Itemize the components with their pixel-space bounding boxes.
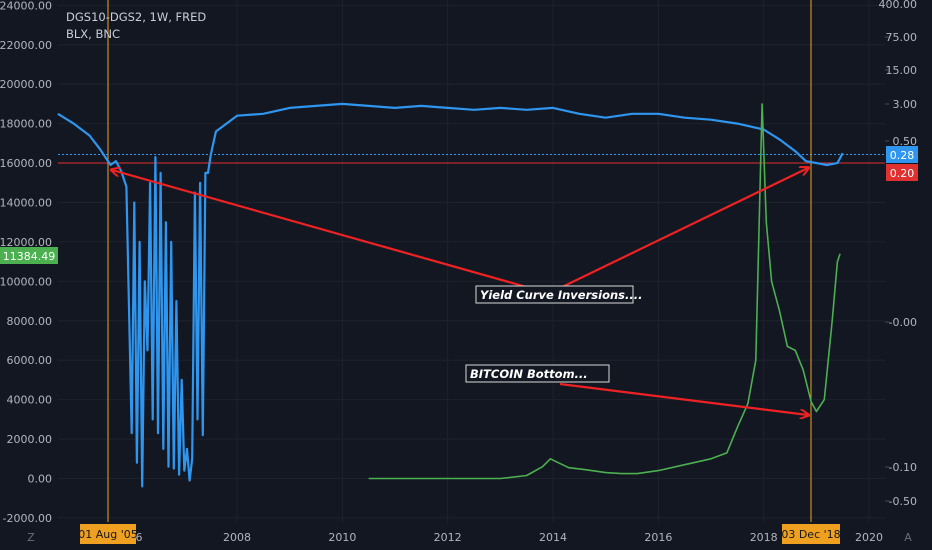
left-axis-tick: 18000.00 — [0, 118, 52, 131]
x-axis-tick: 2012 — [434, 531, 462, 544]
annotation-yield-curve-box — [475, 285, 634, 304]
right-axis-tick: 15.00 — [886, 64, 918, 77]
x-axis-tick: 2018 — [750, 531, 778, 544]
overlay-line: BLX, BNC — [66, 27, 121, 41]
x-axis-tick-partial: 6 — [136, 531, 143, 544]
arrow-annotations — [112, 168, 808, 415]
right-axis-tick: 0.50 — [893, 135, 918, 148]
grid-lines — [58, 0, 885, 522]
btc-price-tag — [0, 247, 58, 264]
annotation-btc-bottom: BITCOIN Bottom... — [470, 367, 588, 381]
text-annotations: Yield Curve Inversions.... BITCOIN Bottom… — [465, 285, 642, 383]
arrow-to-2005-inversion — [112, 170, 531, 290]
left-axis-tick: 10000.00 — [0, 275, 52, 288]
left-axis-tick: 22000.00 — [0, 39, 52, 52]
date-tag-1 — [80, 524, 136, 544]
date-label-2: 03 Dec '18 — [781, 528, 840, 541]
right-axis-tick: 75.00 — [886, 31, 918, 44]
left-axis-tick: 24000.00 — [0, 0, 52, 12]
annotation-btc-bottom-box — [465, 364, 610, 383]
left-axis-tick: 20000.00 — [0, 78, 52, 91]
horizontal-lines — [58, 154, 885, 164]
arrow-to-btc-bottom — [559, 382, 808, 415]
left-axis-tick: 4000.00 — [7, 394, 53, 407]
spread-series-line — [57, 102, 844, 488]
x-axis-tick: 2008 — [223, 531, 251, 544]
left-axis-tick: 8000.00 — [7, 315, 53, 328]
left-axis-tick: 12000.00 — [0, 236, 52, 249]
left-axis-tick: 16000.00 — [0, 157, 52, 170]
annotation-yield-curve: Yield Curve Inversions.... — [480, 288, 642, 302]
blue-price-tag — [886, 146, 918, 163]
arrow-to-2018-inversion — [559, 168, 808, 289]
corner-left-glyph: Z — [27, 531, 35, 544]
vertical-date-lines — [107, 0, 812, 522]
right-axis-tick: -0.50 — [889, 495, 917, 508]
x-axis-tick: 2010 — [328, 531, 356, 544]
date-tag-2 — [782, 524, 840, 544]
red-price-tag — [886, 164, 918, 181]
x-axis-tick: 2020 — [855, 531, 883, 544]
right-axis-tick: 3.00 — [893, 98, 918, 111]
right-axis-tick: -0.00 — [889, 316, 917, 329]
btc-series-line — [368, 103, 841, 480]
left-axis-tick: 0.00 — [28, 473, 53, 486]
left-axis-tick: 6000.00 — [7, 354, 53, 367]
x-axis-tick: 2014 — [539, 531, 567, 544]
series-layer — [57, 102, 844, 488]
axes: 24000.00 22000.00 20000.00 18000.00 16000.00… — [0, 0, 918, 544]
corner-right-glyph: A — [904, 531, 912, 544]
x-axis-tick: 2016 — [644, 531, 672, 544]
left-axis-tick: -2000.00 — [3, 512, 52, 525]
symbol-line: DGS10-DGS2, 1W, FRED — [66, 10, 207, 24]
date-label-1: 01 Aug '05 — [78, 528, 138, 541]
right-axis-tick: -0.10 — [889, 461, 917, 474]
btc-price-label: 11384.49 — [3, 250, 56, 263]
blue-price-label: 0.28 — [890, 149, 915, 162]
left-axis-tick: 14000.00 — [0, 196, 52, 209]
red-price-label: 0.20 — [890, 167, 915, 180]
left-axis-tick: 2000.00 — [7, 433, 53, 446]
right-axis-tick: 400.00 — [879, 0, 918, 11]
